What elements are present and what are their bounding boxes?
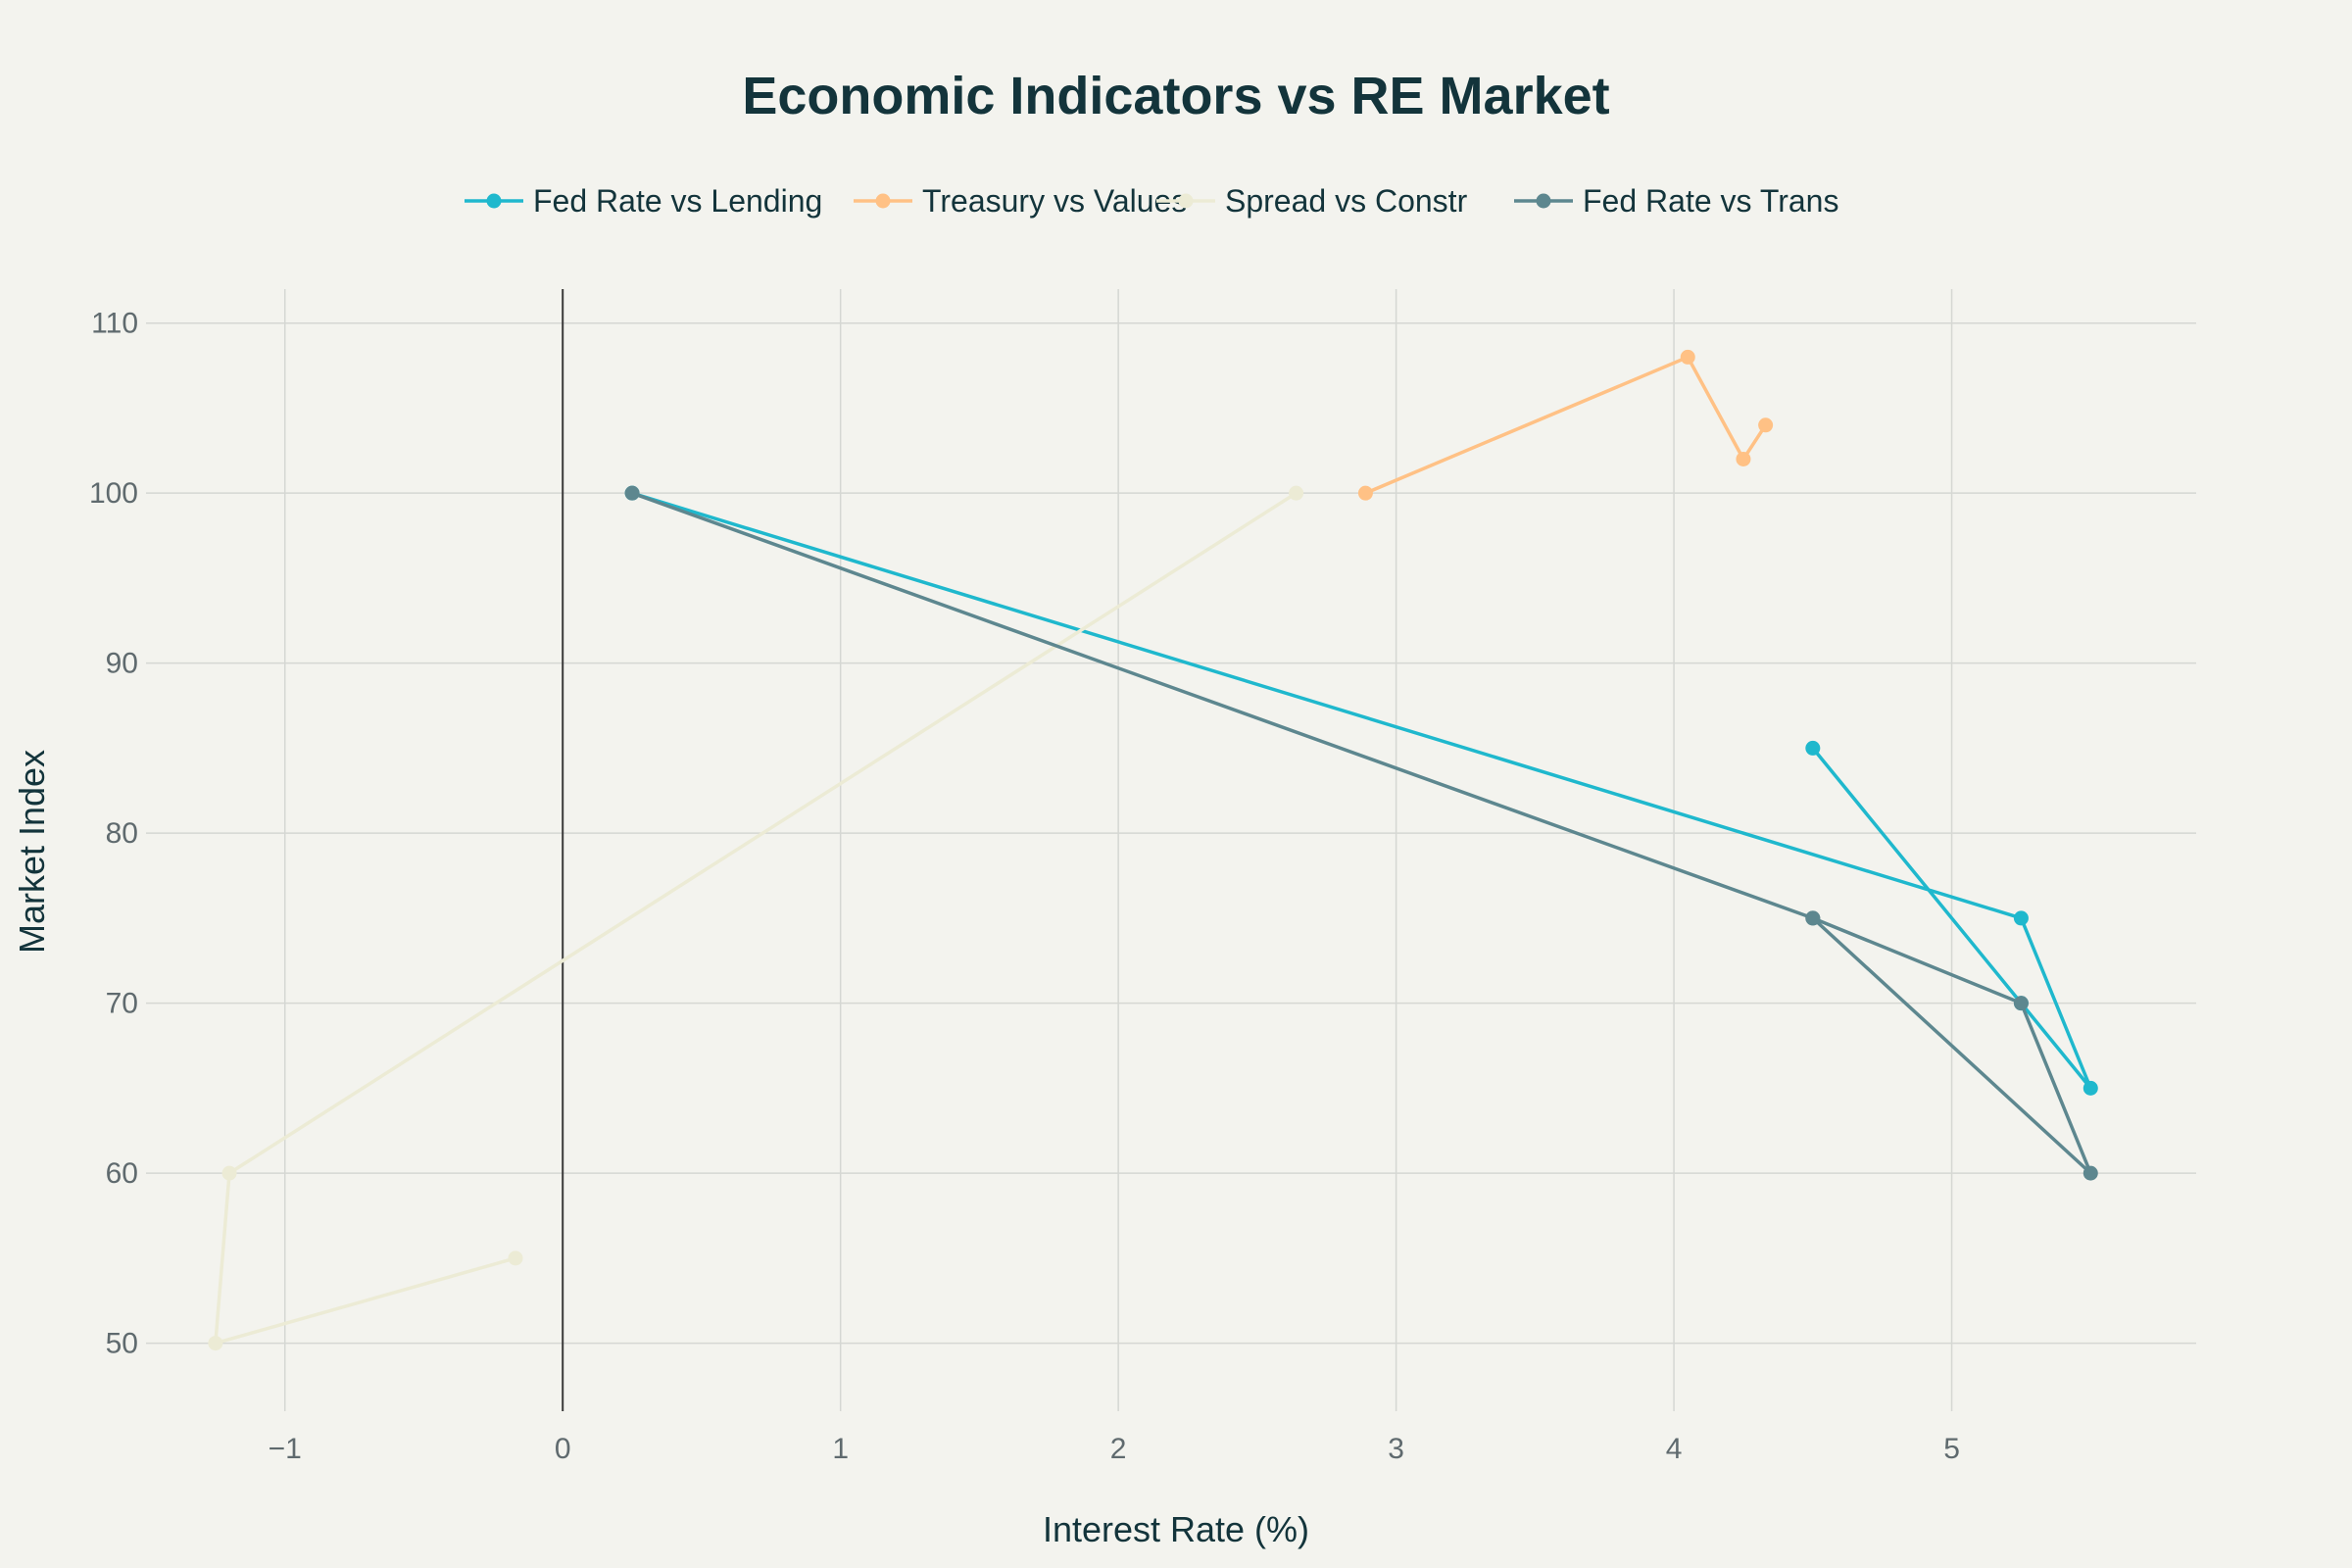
data-point <box>1289 485 1304 501</box>
legend-item-4: Fed Rate vs Trans <box>1514 183 1838 219</box>
legend-swatch-marker <box>1536 193 1551 209</box>
legend: Fed Rate vs Lending Treasury vs Values Spr… <box>465 183 1838 219</box>
data-point <box>208 1336 223 1351</box>
y-tick-label: 70 <box>106 988 138 1020</box>
series-line <box>1364 355 1768 495</box>
x-axis-title: Interest Rate (%) <box>1043 1509 1309 1549</box>
series-line <box>631 491 2093 1091</box>
legend-item-3: Spread vs Constr <box>1156 183 1468 219</box>
x-tick-label: 2 <box>1110 1433 1127 1465</box>
y-axis-title: Market Index <box>12 750 52 954</box>
data-point <box>624 485 640 501</box>
data-point <box>1357 485 1373 501</box>
series-2 <box>1357 349 1774 501</box>
data-point <box>2013 910 2029 926</box>
x-tick-label: 1 <box>832 1433 849 1465</box>
data-point <box>1680 349 1695 365</box>
legend-swatch-marker <box>1178 193 1194 209</box>
series-layer <box>208 349 2098 1351</box>
legend-label: Fed Rate vs Lending <box>533 183 822 219</box>
y-tick-label: 90 <box>106 648 138 680</box>
legend-item-2: Treasury vs Values <box>854 183 1187 219</box>
series-1 <box>624 485 2098 1096</box>
legend-swatch-marker <box>486 193 502 209</box>
legend-swatch-marker <box>875 193 891 209</box>
data-point <box>1758 417 1774 433</box>
y-axis-ticks: 50 60 70 80 90 100 110 <box>89 308 138 1360</box>
series-line <box>214 491 1298 1346</box>
x-tick-label: 5 <box>1943 1433 1960 1465</box>
y-tick-label: 80 <box>106 817 138 850</box>
series-3 <box>208 485 1304 1351</box>
data-point <box>2013 996 2029 1011</box>
x-tick-label: −1 <box>269 1433 302 1465</box>
x-axis-ticks: −1 0 1 2 3 4 5 <box>269 1433 1960 1465</box>
data-point <box>221 1165 237 1181</box>
data-point <box>1805 740 1821 756</box>
grid-lines <box>146 289 2196 1411</box>
y-tick-label: 50 <box>106 1328 138 1360</box>
x-tick-label: 3 <box>1388 1433 1404 1465</box>
data-point <box>1736 451 1751 466</box>
series-4 <box>624 485 2098 1181</box>
legend-label: Fed Rate vs Trans <box>1583 183 1838 219</box>
data-point <box>2082 1080 2098 1096</box>
data-point <box>2082 1165 2098 1181</box>
data-point <box>508 1250 523 1266</box>
legend-item-1: Fed Rate vs Lending <box>465 183 822 219</box>
legend-label: Treasury vs Values <box>922 183 1187 219</box>
y-tick-label: 110 <box>91 308 138 340</box>
y-tick-label: 60 <box>106 1157 138 1190</box>
x-tick-label: 4 <box>1666 1433 1683 1465</box>
legend-label: Spread vs Constr <box>1225 183 1468 219</box>
y-tick-label: 100 <box>89 477 138 510</box>
chart-title: Economic Indicators vs RE Market <box>742 67 1609 125</box>
x-tick-label: 0 <box>555 1433 571 1465</box>
data-point <box>1805 910 1821 926</box>
